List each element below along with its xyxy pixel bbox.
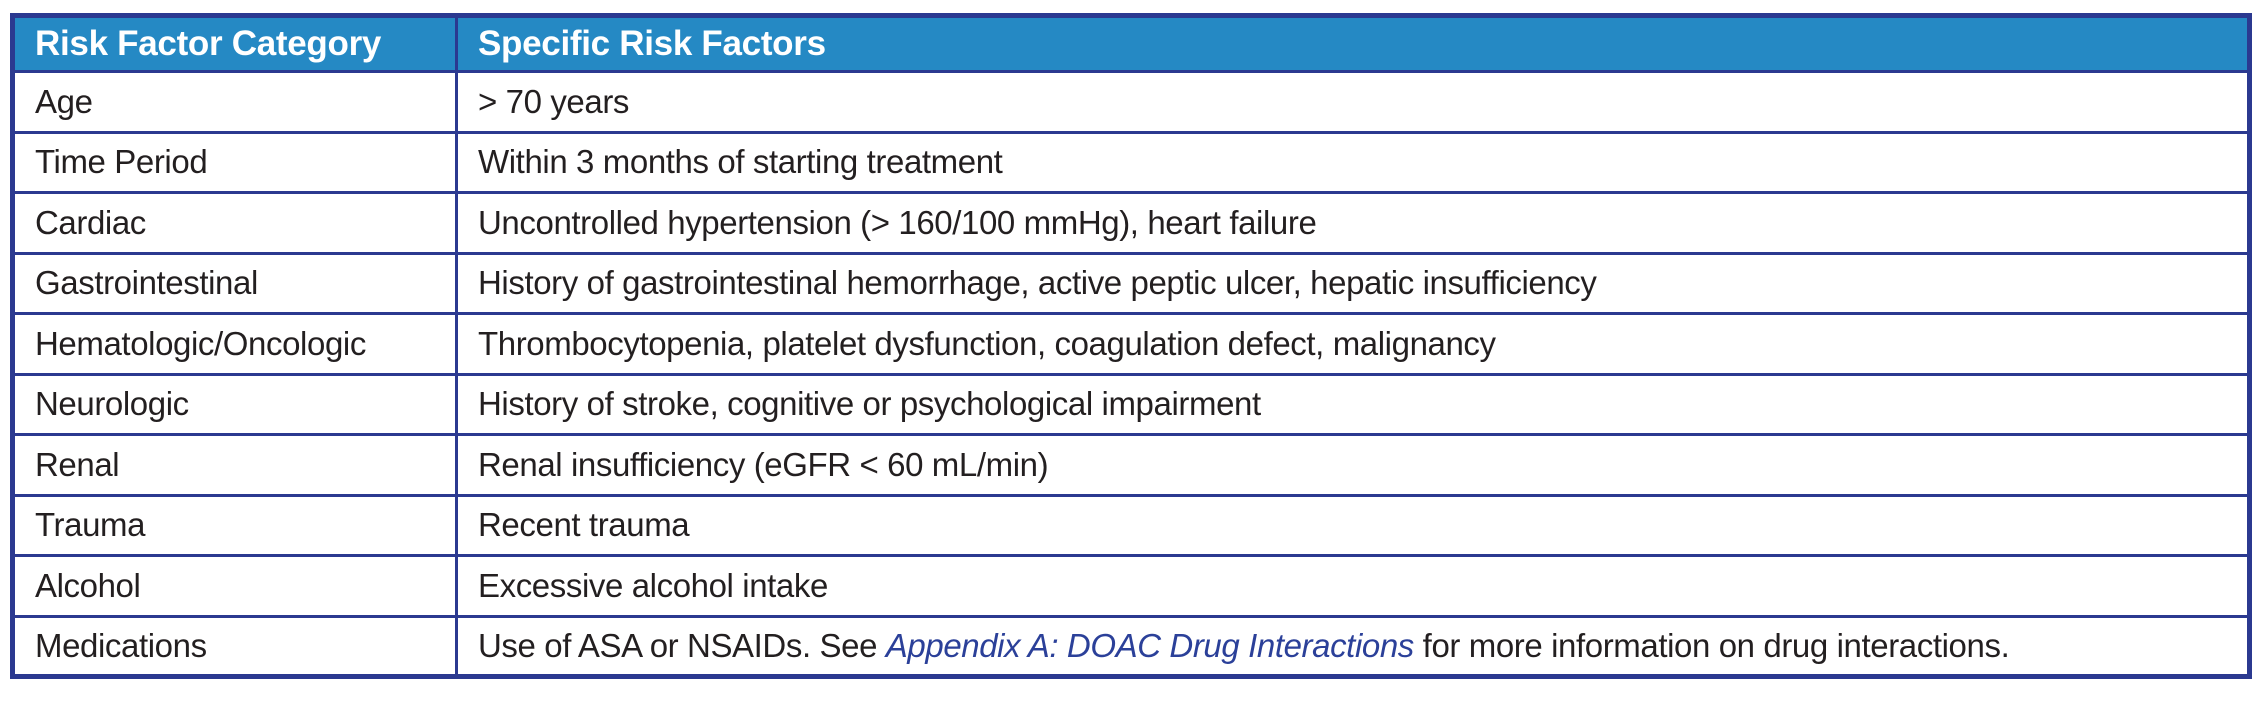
table-row: Trauma Recent trauma bbox=[11, 493, 2251, 557]
risk-factors-cell: History of gastrointestinal hemorrhage, … bbox=[455, 251, 2251, 315]
risk-category-cell: Neurologic bbox=[11, 372, 458, 436]
table-row: Time Period Within 3 months of starting … bbox=[11, 130, 2251, 194]
risk-factors-cell: Renal insufficiency (eGFR < 60 mL/min) bbox=[455, 433, 2251, 497]
appendix-a-doac-drug-interactions-link[interactable]: Appendix A: DOAC Drug Interactions bbox=[885, 626, 1415, 664]
risk-factors-cell: History of stroke, cognitive or psycholo… bbox=[455, 372, 2251, 436]
table-row: Age > 70 years bbox=[11, 70, 2251, 134]
medications-text-prefix: Use of ASA or NSAIDs. See bbox=[478, 626, 886, 664]
risk-factors-cell: Use of ASA or NSAIDs. See Appendix A: DO… bbox=[455, 614, 2251, 678]
table-row: Alcohol Excessive alcohol intake bbox=[11, 554, 2251, 618]
risk-factors-table: Risk Factor Category Specific Risk Facto… bbox=[10, 13, 2252, 679]
risk-category-cell: Age bbox=[11, 70, 458, 134]
table-row: Neurologic History of stroke, cognitive … bbox=[11, 372, 2251, 436]
risk-factors-cell: Recent trauma bbox=[455, 493, 2251, 557]
table-row: Medications Use of ASA or NSAIDs. See Ap… bbox=[11, 614, 2251, 678]
risk-factors-cell: Uncontrolled hypertension (> 160/100 mmH… bbox=[455, 191, 2251, 255]
risk-category-cell: Renal bbox=[11, 433, 458, 497]
medications-text-suffix: for more information on drug interaction… bbox=[1413, 626, 2010, 664]
risk-category-cell: Alcohol bbox=[11, 554, 458, 618]
header-row: Risk Factor Category Specific Risk Facto… bbox=[11, 14, 2251, 73]
risk-category-cell: Medications bbox=[11, 614, 458, 678]
column-header-risk-factor-category: Risk Factor Category bbox=[11, 14, 458, 73]
risk-factors-cell: Thrombocytopenia, platelet dysfunction, … bbox=[455, 312, 2251, 376]
risk-factor-table-container: Risk Factor Category Specific Risk Facto… bbox=[10, 13, 2252, 679]
risk-factors-cell: > 70 years bbox=[455, 70, 2251, 134]
risk-factors-cell: Excessive alcohol intake bbox=[455, 554, 2251, 618]
risk-category-cell: Time Period bbox=[11, 130, 458, 194]
risk-category-cell: Trauma bbox=[11, 493, 458, 557]
column-header-specific-risk-factors: Specific Risk Factors bbox=[455, 14, 2251, 73]
table-row: Hematologic/Oncologic Thrombocytopenia, … bbox=[11, 312, 2251, 376]
risk-category-cell: Hematologic/Oncologic bbox=[11, 312, 458, 376]
risk-category-cell: Gastrointestinal bbox=[11, 251, 458, 315]
risk-factors-cell: Within 3 months of starting treatment bbox=[455, 130, 2251, 194]
risk-category-cell: Cardiac bbox=[11, 191, 458, 255]
table-row: Renal Renal insufficiency (eGFR < 60 mL/… bbox=[11, 433, 2251, 497]
table-row: Cardiac Uncontrolled hypertension (> 160… bbox=[11, 191, 2251, 255]
table-row: Gastrointestinal History of gastrointest… bbox=[11, 251, 2251, 315]
